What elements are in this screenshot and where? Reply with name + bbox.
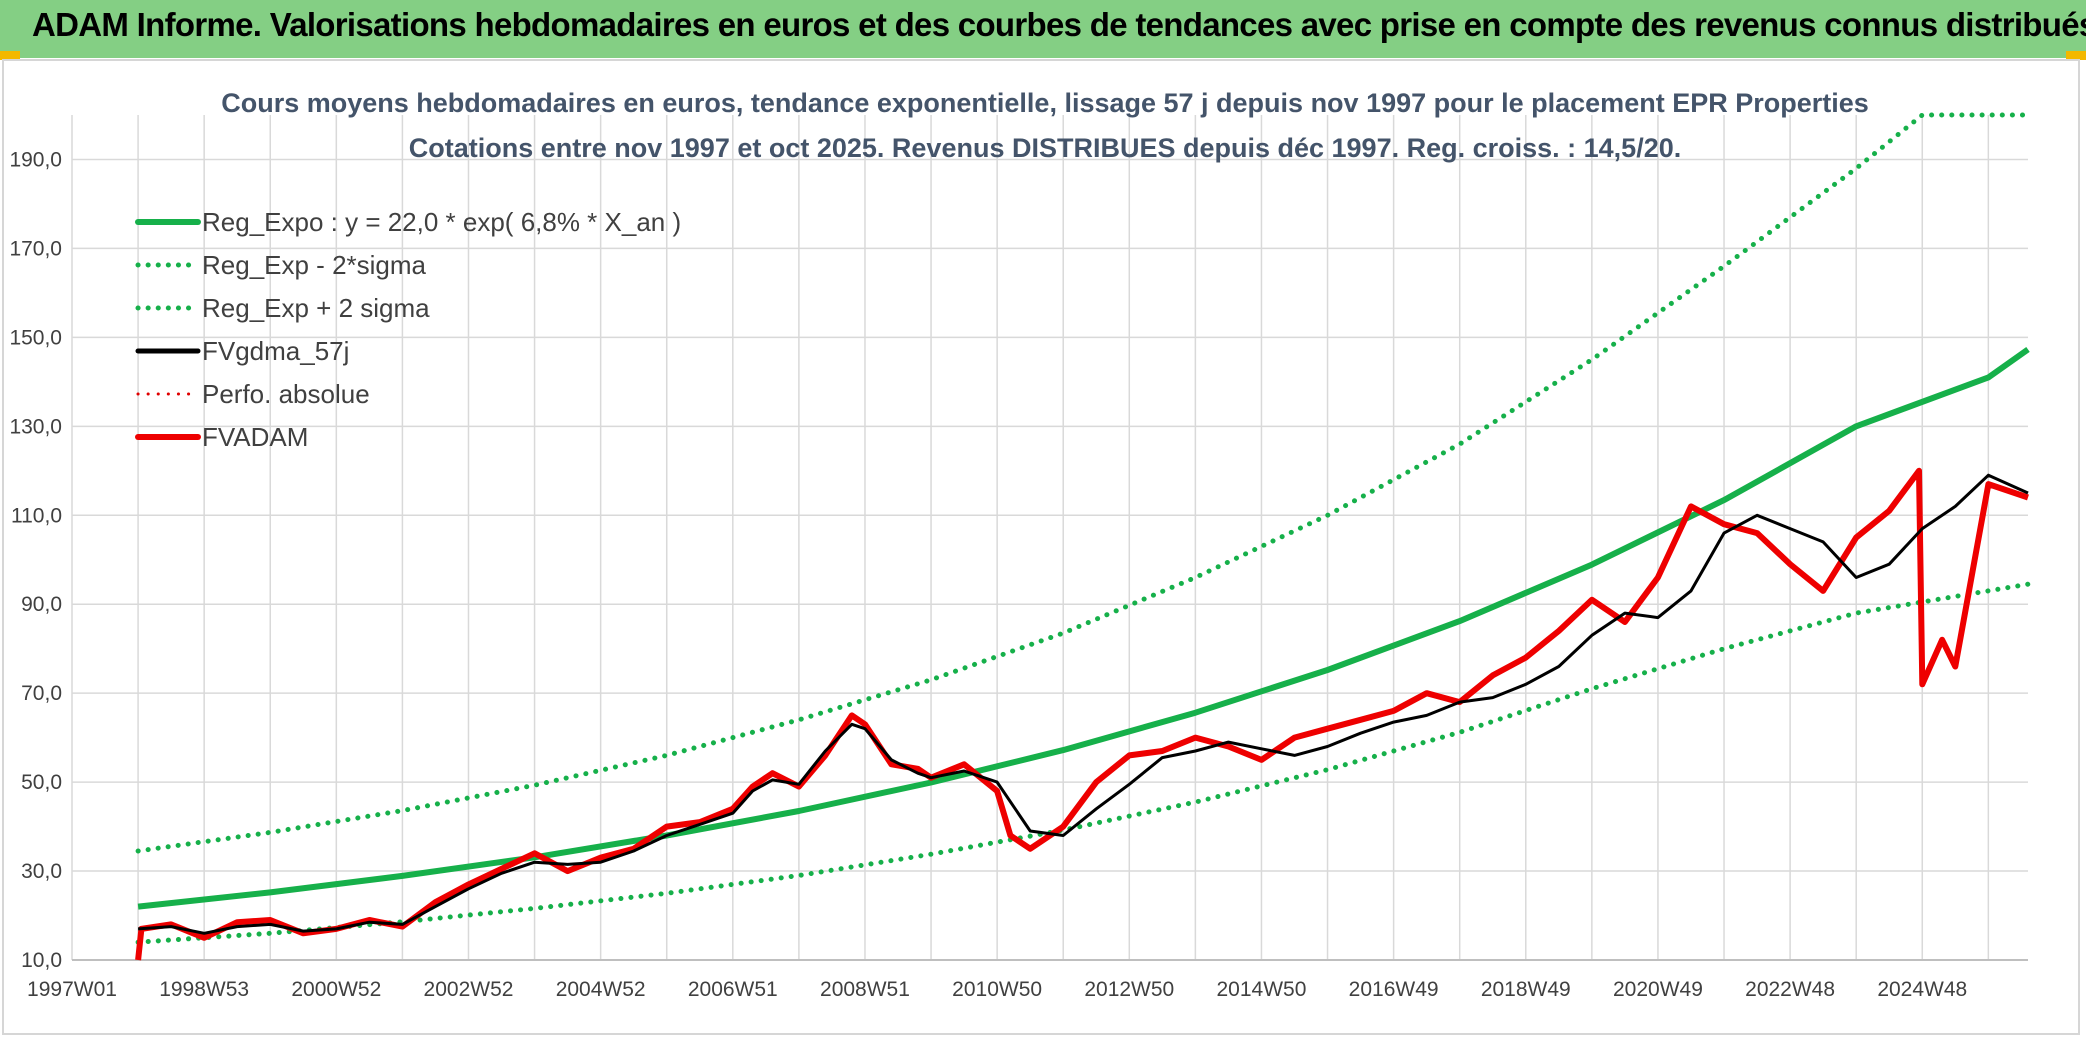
legend-label: Reg_Exp + 2 sigma — [202, 293, 430, 323]
chart-title-line-1: Cours moyens hebdomadaires en euros, ten… — [221, 88, 1869, 118]
x-tick-label: 2022W48 — [1745, 978, 1835, 1001]
x-tick-label: 2012W50 — [1084, 978, 1174, 1001]
x-tick-label: 2002W52 — [424, 978, 514, 1001]
chart-frame — [2, 59, 2080, 1035]
report-title: ADAM Informe. Valorisations hebdomadaire… — [32, 6, 2086, 43]
legend-label: FVgdma_57j — [202, 336, 349, 366]
legend-label: Reg_Exp - 2*sigma — [202, 250, 427, 280]
right-corner-accent — [2066, 51, 2086, 60]
x-tick-label: 2014W50 — [1217, 978, 1307, 1001]
y-tick-label: 10,0 — [21, 949, 62, 972]
y-tick-label: 170,0 — [9, 237, 62, 260]
x-tick-label: 2006W51 — [688, 978, 778, 1001]
x-tick-label: 2020W49 — [1613, 978, 1703, 1001]
y-tick-label: 70,0 — [21, 682, 62, 705]
series-line-fvgdma-57j — [137, 473, 2029, 935]
legend: Reg_Expo : y = 22,0 * exp( 6,8% * X_an )… — [135, 207, 681, 452]
legend-label: Reg_Expo : y = 22,0 * exp( 6,8% * X_an ) — [202, 207, 681, 237]
y-tick-label: 190,0 — [9, 148, 62, 171]
legend-label: Perfo. absolue — [202, 379, 370, 409]
legend-label: FVADAM — [202, 422, 308, 452]
y-tick-label: 110,0 — [11, 504, 62, 527]
x-tick-label: 2024W48 — [1877, 978, 1967, 1001]
y-tick-label: 30,0 — [21, 860, 62, 883]
x-tick-label: 2010W50 — [952, 978, 1042, 1001]
y-tick-label: 130,0 — [9, 415, 62, 438]
y-tick-label: 50,0 — [21, 771, 62, 794]
x-tick-label: 2008W51 — [820, 978, 910, 1001]
x-tick-label: 1997W01 — [27, 978, 117, 1001]
chart-title-line-2: Cotations entre nov 1997 et oct 2025. Re… — [409, 133, 1681, 163]
x-tick-label: 2000W52 — [291, 978, 381, 1001]
series-group — [135, 112, 2031, 961]
series-line-reg-exp-2-sigma — [135, 112, 2031, 854]
x-tick-label: 2004W52 — [556, 978, 646, 1001]
series-line-reg-exp-2-sigma — [135, 581, 2031, 945]
y-tick-label: 150,0 — [9, 326, 62, 349]
x-tick-label: 1998W53 — [159, 978, 249, 1001]
x-tick-label: 2016W49 — [1349, 978, 1439, 1001]
left-corner-accent — [0, 51, 20, 60]
series-line-fvadam — [135, 467, 2029, 961]
x-tick-label: 2018W49 — [1481, 978, 1571, 1001]
y-tick-label: 90,0 — [21, 593, 62, 616]
axes: 10,0 30,0 50,0 70,0 90,0 110,0 130,0 150,0 170,0… — [9, 148, 2028, 1001]
series-line-reg-expo-y-22-0-exp-6-8-x-an — [137, 346, 2030, 910]
title-banner: ADAM Informe. Valorisations hebdomadaire… — [0, 0, 2086, 58]
